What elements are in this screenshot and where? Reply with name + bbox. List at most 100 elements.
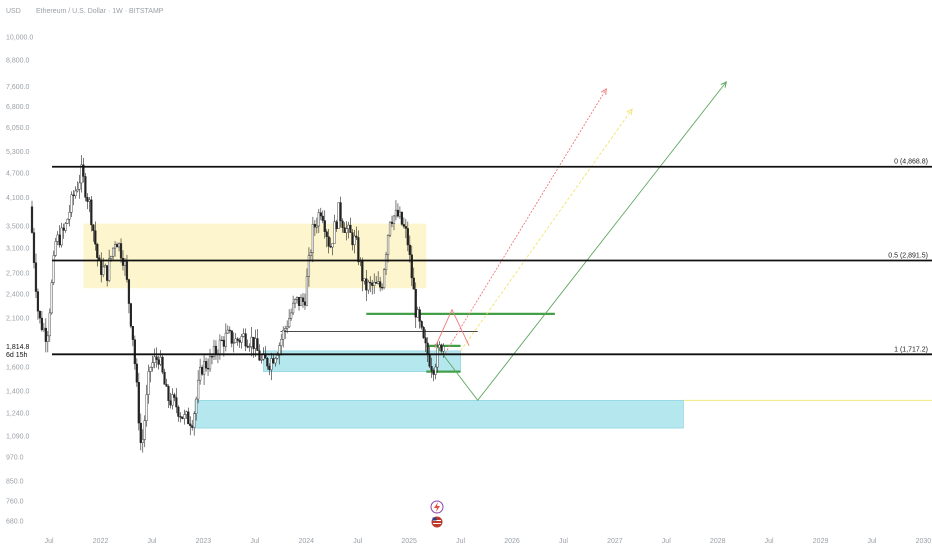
candle-body	[240, 336, 243, 343]
time-tick-label: 2026	[504, 538, 520, 545]
candle-body	[185, 411, 188, 415]
candle	[422, 325, 425, 340]
candle-body	[135, 363, 138, 383]
candle	[40, 310, 43, 332]
candle	[199, 358, 202, 385]
candle	[157, 355, 160, 370]
candle	[410, 245, 413, 286]
candle	[64, 221, 67, 233]
candle	[384, 251, 388, 276]
candle-body	[151, 362, 154, 368]
time-tick-label: Jul	[456, 538, 465, 545]
candle	[177, 405, 180, 422]
candle-body	[88, 199, 91, 202]
candle-body	[54, 241, 57, 256]
candle	[270, 352, 273, 381]
candle	[149, 366, 152, 383]
time-tick-label: Jul	[45, 538, 54, 545]
candle-body	[319, 212, 322, 217]
price-tick-label: 760.0	[6, 499, 24, 506]
time-axis[interactable]: Jul 2022 Jul 2023 Jul 2024 Jul 2025 Jul 2026 Jul 20…	[45, 538, 932, 545]
red-path-short	[434, 308, 470, 349]
candle	[147, 364, 150, 404]
candle	[88, 197, 91, 213]
price-tick-label: 1,090.0	[6, 434, 29, 441]
candle-body	[357, 237, 360, 263]
lightning-icon[interactable]	[430, 500, 444, 514]
candle-body	[369, 281, 372, 284]
time-tick-label: 2025	[401, 538, 417, 545]
candle	[430, 357, 433, 378]
candle-body	[127, 279, 131, 304]
candle	[195, 396, 198, 421]
candle-body	[40, 317, 43, 331]
candle-body	[278, 345, 281, 356]
candle-body	[52, 255, 55, 283]
candle-body	[293, 299, 297, 304]
candle-body	[305, 276, 309, 306]
candle-body	[62, 227, 65, 231]
candle-body	[440, 344, 443, 352]
candle	[216, 349, 220, 364]
candle	[278, 342, 281, 365]
price-tick-label: 2,400.0	[6, 292, 29, 299]
candle	[250, 327, 253, 357]
candle-body	[119, 243, 123, 259]
candle-body	[141, 439, 144, 443]
candle-body	[377, 281, 380, 284]
candle	[317, 208, 320, 233]
candle	[151, 355, 154, 372]
candle	[305, 268, 309, 307]
candle-body	[402, 224, 405, 227]
candle-body	[381, 287, 384, 289]
candle-body	[189, 423, 192, 426]
candle	[246, 339, 249, 349]
candle-body	[106, 265, 109, 281]
candle	[236, 337, 239, 346]
candle-body	[129, 303, 133, 327]
candle	[412, 267, 415, 290]
candle	[48, 308, 51, 342]
price-axis[interactable]: 10,000.0 8,800.0 7,600.0 6,800.0 6,050.0 5,30…	[6, 35, 33, 526]
candle-body	[199, 366, 202, 381]
candle-body	[371, 282, 374, 286]
candle	[288, 309, 291, 329]
candle	[357, 230, 360, 266]
candle-body	[206, 367, 210, 370]
candle-body	[228, 329, 231, 332]
price-tick-label: 4,700.0	[6, 171, 29, 178]
candle-body	[167, 386, 170, 401]
candle	[420, 320, 423, 330]
candle	[131, 325, 134, 347]
time-tick-label: Jul	[148, 538, 157, 545]
candle-body	[339, 202, 342, 222]
candle-body	[165, 384, 168, 387]
candle	[226, 325, 229, 335]
candle-body	[58, 234, 61, 246]
candle-body	[365, 278, 368, 291]
candle-body	[42, 327, 45, 331]
candle	[90, 196, 93, 232]
candle-body	[163, 371, 166, 385]
candle	[38, 310, 42, 324]
candle	[424, 329, 427, 352]
candle-body	[220, 339, 223, 342]
candle	[36, 288, 40, 320]
candle-body	[60, 227, 63, 246]
candle	[290, 308, 293, 321]
candle-body	[266, 358, 269, 367]
candle	[50, 279, 53, 315]
candle	[30, 200, 34, 234]
candle	[96, 242, 99, 267]
candle	[406, 221, 409, 252]
candle	[337, 202, 340, 229]
candle	[266, 356, 269, 370]
candle	[189, 416, 192, 436]
flag-icon[interactable]	[431, 516, 443, 528]
candle	[379, 276, 382, 292]
candle	[402, 217, 405, 229]
candle	[181, 416, 184, 420]
candle-body	[280, 339, 283, 346]
candle-body	[272, 358, 275, 364]
